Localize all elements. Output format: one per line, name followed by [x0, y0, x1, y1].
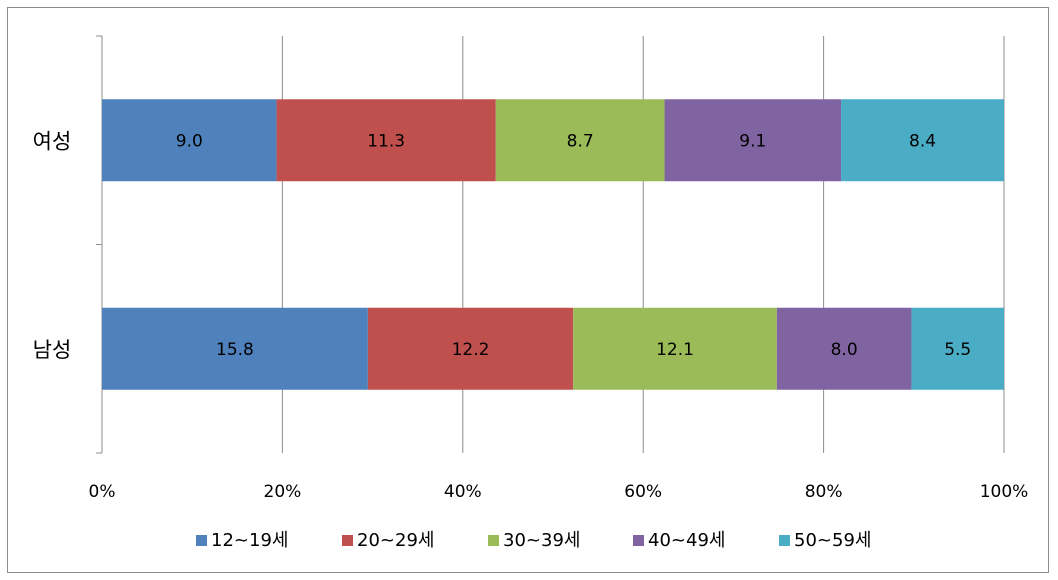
category-label: 남성: [33, 338, 72, 362]
bar-segment: [102, 307, 368, 390]
gridlines: [281, 36, 1005, 453]
data-label: 8.7: [567, 131, 594, 151]
legend-swatch: [633, 535, 644, 546]
data-label: 5.5: [944, 340, 971, 360]
data-labels: 9.0 11.3 8.7 9.1 8.4 15.8 12.2 12.1 8.0 5.5: [176, 131, 971, 360]
bars: [102, 99, 1004, 390]
legend-label: 20~29세: [357, 530, 434, 551]
y-axis: [96, 35, 103, 454]
data-label: 8.4: [909, 131, 936, 151]
data-label: 9.1: [739, 131, 766, 151]
x-tick-label: 0%: [89, 482, 116, 502]
x-tick-label: 20%: [264, 482, 302, 502]
data-label: 8.0: [831, 340, 858, 360]
data-label: 15.8: [216, 340, 254, 360]
bar-segment: [776, 307, 912, 390]
legend: 12~19세 20~29세 30~39세 40~49세 50~59세: [196, 530, 871, 551]
bar-segment: [911, 307, 1004, 390]
data-label: 12.2: [452, 340, 490, 360]
bar-segment: [102, 99, 277, 182]
bar-segment: [495, 99, 665, 182]
bar-segment: [276, 99, 496, 182]
category-label: 여성: [33, 129, 72, 153]
data-label: 12.1: [656, 340, 694, 360]
legend-swatch: [196, 535, 207, 546]
legend-swatch: [488, 535, 499, 546]
legend-label: 30~39세: [503, 530, 580, 551]
legend-label: 40~49세: [648, 530, 725, 551]
data-label: 9.0: [176, 131, 203, 151]
x-axis-tick-labels: 0% 20% 40% 60% 80% 100%: [89, 482, 1029, 502]
x-tick-label: 80%: [805, 482, 843, 502]
bar-segment: [573, 307, 777, 390]
x-tick-label: 40%: [444, 482, 482, 502]
x-tick-label: 100%: [980, 482, 1029, 502]
bar-segment: [841, 99, 1004, 182]
legend-label: 50~59세: [794, 530, 871, 551]
bar-segment: [664, 99, 842, 182]
legend-swatch: [779, 535, 790, 546]
legend-label: 12~19세: [211, 530, 288, 551]
data-label: 11.3: [367, 131, 405, 151]
legend-swatch: [342, 535, 353, 546]
x-tick-label: 60%: [624, 482, 662, 502]
bar-segment: [367, 307, 574, 390]
